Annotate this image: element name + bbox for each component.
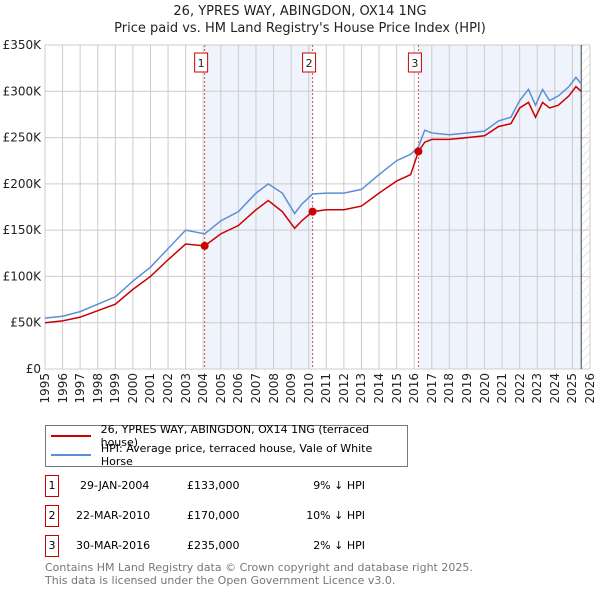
- forecast-hatch: [581, 45, 590, 369]
- y-tick-label: £250K: [3, 131, 43, 145]
- x-tick-label: 2012: [336, 373, 351, 404]
- x-tick-label: 1997: [73, 373, 88, 404]
- sale-point: [308, 207, 317, 216]
- sale-date: 30-MAR-2016: [76, 539, 151, 552]
- chart-title: 26, YPRES WAY, ABINGDON, OX14 1NG: [173, 4, 427, 19]
- sale-marker-box: [194, 52, 209, 73]
- y-tick-label: £150K: [3, 223, 43, 237]
- sale-point: [414, 147, 423, 156]
- x-tick-label: 2017: [424, 373, 439, 404]
- x-tick-label: 2019: [459, 373, 474, 404]
- sale-price: £235,000: [187, 539, 240, 552]
- y-tick-label: £50K: [10, 316, 42, 330]
- x-tick-label: 2006: [231, 373, 246, 404]
- x-tick-label: 2003: [178, 373, 193, 404]
- sale-marker-box: [302, 52, 317, 73]
- x-tick-label: 2014: [372, 373, 387, 404]
- sale-marker-badge: 1: [45, 475, 59, 497]
- y-tick-label: £350K: [3, 38, 43, 52]
- sale-hpi-diff: 9% ↓ HPI: [313, 479, 365, 492]
- series-line: [44, 76, 582, 319]
- sale-marker-badge: 2: [45, 505, 59, 527]
- sale-price: £133,000: [187, 479, 240, 492]
- shaded-period: [418, 45, 582, 369]
- x-tick-label: 2009: [284, 373, 299, 404]
- x-tick-label: 2013: [354, 373, 369, 404]
- y-tick-label: £100K: [3, 269, 43, 283]
- x-tick-label: 2022: [512, 373, 527, 404]
- x-tick-label: 2011: [319, 373, 334, 404]
- x-tick-label: 2021: [495, 373, 510, 404]
- footer-line: This data is licensed under the Open Gov…: [45, 574, 396, 587]
- legend: 26, YPRES WAY, ABINGDON, OX14 1NG (terra…: [45, 423, 408, 468]
- sale-marker-label: 1: [198, 57, 205, 70]
- x-tick-label: 2010: [301, 373, 316, 404]
- sale-hpi-diff: 2% ↓ HPI: [313, 539, 365, 552]
- y-tick-label: £0: [26, 362, 41, 376]
- sale-hpi-diff: 10% ↓ HPI: [306, 509, 365, 522]
- x-tick-label: 2024: [547, 373, 562, 404]
- x-tick-label: 2026: [583, 373, 597, 404]
- sale-marker-box: [407, 52, 422, 73]
- x-tick-label: 1995: [38, 373, 52, 404]
- x-tick-label: 1998: [90, 373, 105, 404]
- legend-label: HPI: Average price, terraced house, Vale…: [100, 442, 373, 468]
- x-tick-label: 1999: [108, 373, 123, 404]
- legend-item-hpi: HPI: Average price, terraced house, Vale…: [51, 442, 407, 468]
- x-tick-label: 2007: [248, 373, 263, 404]
- x-tick-label: 2008: [266, 373, 281, 404]
- sale-price: £170,000: [187, 509, 240, 522]
- sale-point: [200, 241, 209, 250]
- x-tick-label: 2005: [213, 373, 228, 404]
- x-tick-label: 2018: [442, 373, 457, 404]
- y-tick-label: £200K: [3, 177, 43, 191]
- x-tick-label: 1996: [55, 373, 70, 404]
- sale-marker-label: 2: [306, 57, 313, 70]
- x-tick-label: 2025: [565, 373, 580, 404]
- x-tick-label: 2020: [477, 373, 492, 404]
- footer: Contains HM Land Registry data © Crown c…: [45, 561, 473, 587]
- x-tick-label: 2023: [530, 373, 545, 404]
- x-tick-label: 2016: [407, 373, 422, 404]
- sale-date: 29-JAN-2004: [80, 479, 150, 492]
- legend-label: 26, YPRES WAY, ABINGDON, OX14 1NG (terra…: [100, 423, 370, 449]
- price-chart: £0 £50K £100K £150K £200K £250K £300K £350K 1 2 3: [3, 38, 591, 376]
- x-tick-label: 2002: [161, 373, 176, 404]
- sale-date: 22-MAR-2010: [76, 509, 151, 522]
- x-tick-label: 2015: [389, 373, 404, 404]
- series-line: [44, 85, 582, 324]
- sale-marker-badge: 3: [45, 535, 59, 557]
- x-tick-label: 2004: [196, 373, 211, 404]
- chart-subtitle: Price paid vs. HM Land Registry's House …: [114, 21, 486, 36]
- x-tick-label: 2000: [125, 373, 140, 404]
- x-tick-label: 2001: [143, 373, 158, 404]
- legend-item-property: 26, YPRES WAY, ABINGDON, OX14 1NG (terra…: [51, 423, 407, 449]
- sale-marker-label: 3: [411, 57, 418, 70]
- footer-line: Contains HM Land Registry data © Crown c…: [45, 561, 473, 574]
- y-tick-label: £300K: [3, 84, 43, 98]
